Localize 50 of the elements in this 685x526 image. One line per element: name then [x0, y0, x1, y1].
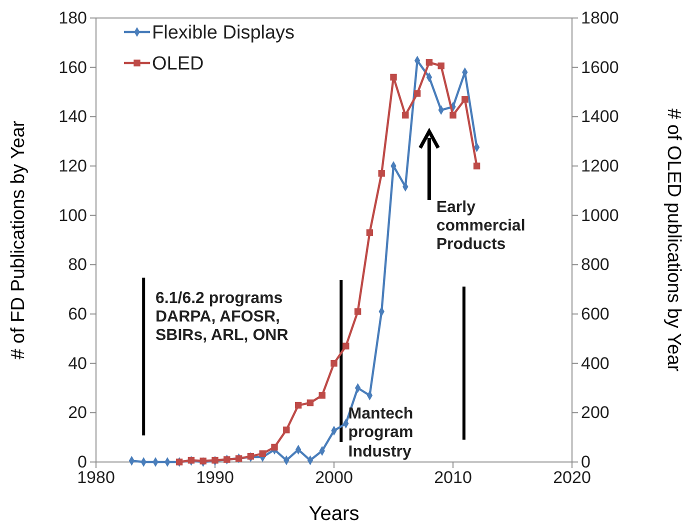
y-tick-label: 160: [58, 58, 87, 77]
y2-tick-label: 1400: [581, 107, 619, 126]
y2-tick-label: 1800: [581, 8, 619, 28]
x-axis-title: Years: [308, 503, 360, 525]
annotation: 6.1/6.2 programs DARPA, AFOSR, SBIRs, ARL, ONR: [156, 290, 289, 344]
point: [366, 229, 374, 236]
y-tick-label: 100: [58, 206, 87, 225]
annotation: Industry: [348, 443, 412, 460]
y2-axis-title: # of OLED publications by Year: [663, 108, 684, 372]
point: [378, 170, 385, 177]
y2-tick-label: 1200: [581, 156, 619, 176]
y-axis-title: # of FD Publications by Year: [8, 120, 29, 360]
point: [438, 62, 444, 70]
y2-tick-label: 600: [581, 304, 610, 324]
point: [426, 59, 433, 66]
point: [390, 74, 397, 81]
point: [271, 444, 278, 451]
x-tick-label: 1990: [196, 468, 234, 488]
y-tick-label: 140: [58, 107, 87, 126]
x-tick-label: 2000: [315, 468, 353, 488]
legend-label: Flexible Displays: [152, 22, 295, 44]
point: [462, 96, 468, 103]
point: [294, 402, 302, 409]
y-tick-label: 120: [58, 156, 87, 176]
y-tick-label: 180: [58, 8, 87, 28]
y2-tick-label: 1000: [581, 206, 619, 225]
x-tick-label: 2010: [434, 468, 472, 488]
y2-tick-label: 400: [581, 354, 610, 373]
point: [306, 399, 314, 406]
point: [450, 112, 456, 119]
point: [200, 458, 206, 464]
y-tick-label: 80: [68, 255, 87, 274]
point: [414, 90, 421, 97]
y2-tick-label: 200: [581, 403, 610, 422]
annotation: Mantech program: [348, 406, 414, 442]
y-tick-label: 40: [68, 354, 87, 373]
point: [259, 450, 266, 457]
y-tick-label: 60: [68, 304, 87, 324]
point: [354, 308, 362, 315]
point: [402, 112, 409, 119]
point: [318, 392, 326, 399]
point: [330, 360, 338, 367]
annotation: Early commercial Products: [436, 199, 526, 254]
y-tick-label: 20: [68, 403, 87, 422]
legend-label: OLED: [152, 54, 204, 75]
point: [283, 426, 290, 434]
point: [342, 342, 350, 350]
y2-tick-label: 1600: [581, 58, 619, 77]
point: [473, 162, 480, 170]
y2-tick-label: 800: [581, 255, 610, 274]
